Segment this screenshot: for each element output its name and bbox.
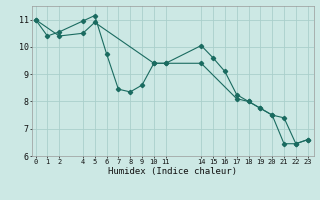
X-axis label: Humidex (Indice chaleur): Humidex (Indice chaleur) (108, 167, 237, 176)
